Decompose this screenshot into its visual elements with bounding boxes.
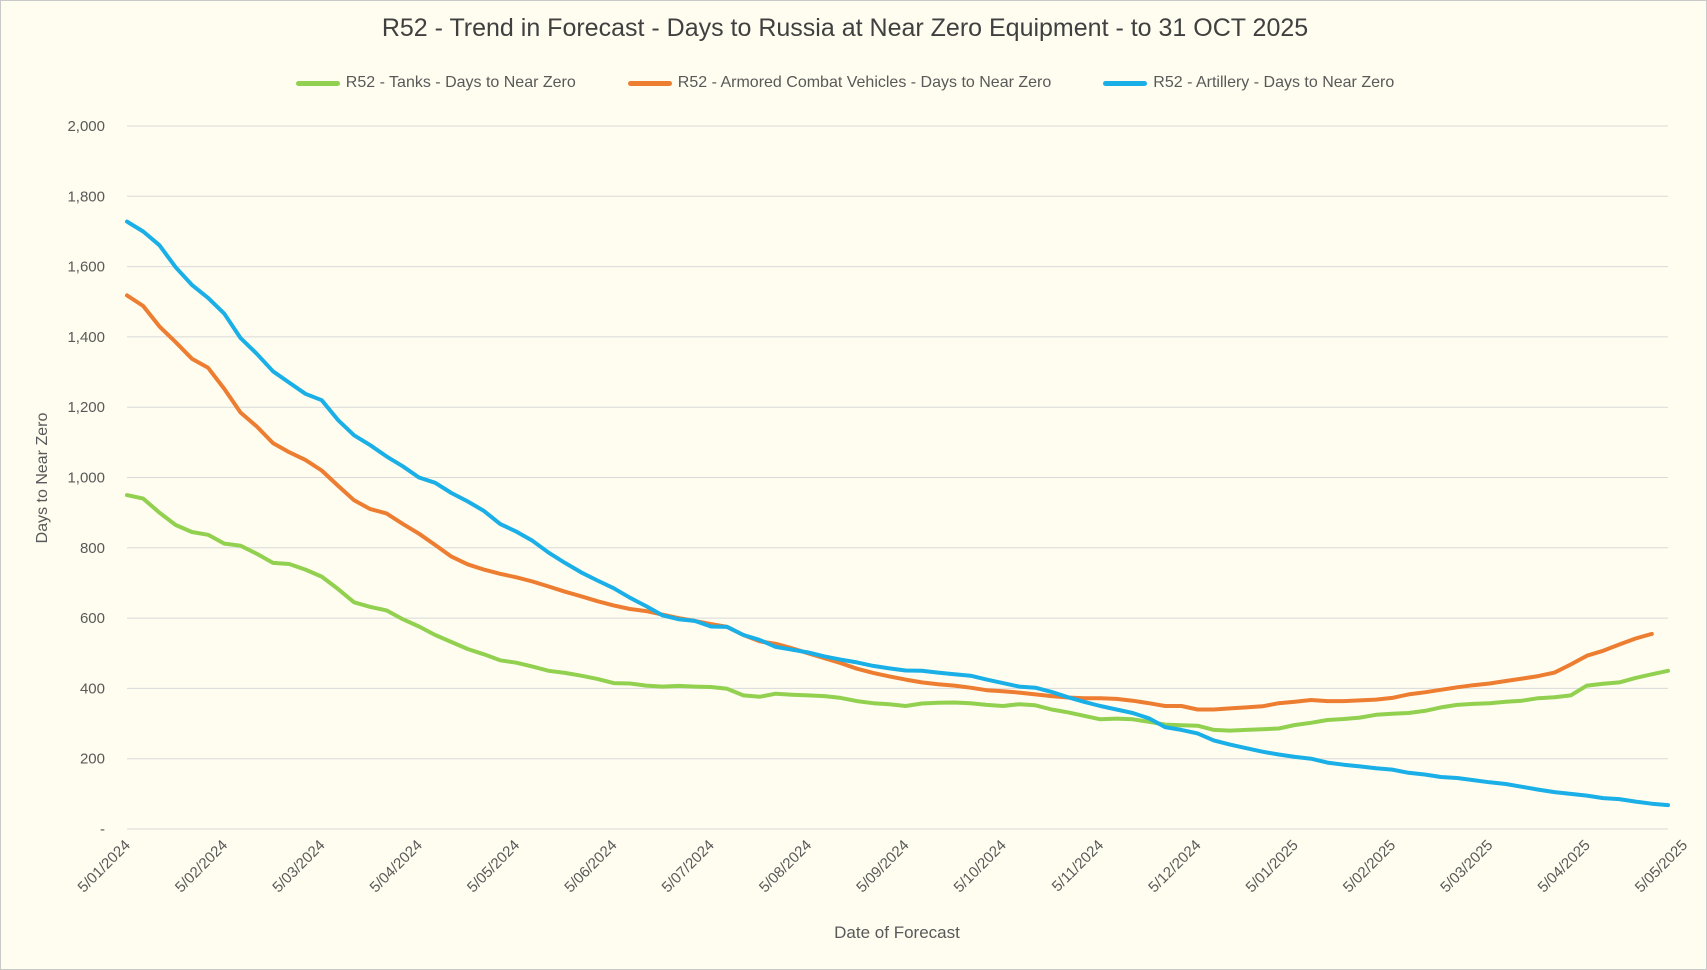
series-line-armored-combat-vehicles: [125, 293, 1654, 712]
chart-title: R52 - Trend in Forecast - Days to Russia…: [381, 14, 1309, 42]
series-line-tanks: [125, 493, 1670, 733]
legend-label-artillery: R52 - Artillery - Days to Near Zero: [1153, 74, 1395, 91]
y-tick-label: 1,600: [67, 259, 105, 276]
y-tick-label: -: [100, 821, 105, 838]
y-tick-label: 1,400: [67, 329, 105, 346]
x-tick-label: 5/05/2025: [1632, 837, 1691, 896]
x-tick-label: 5/07/2024: [659, 837, 718, 896]
x-tick-label: 5/03/2024: [269, 837, 328, 896]
legend-swatch-tanks: [295, 80, 340, 86]
y-tick-label: 600: [80, 610, 105, 627]
legend-label-armored-combat-vehicles: R52 - Armored Combat Vehicles - Days to …: [677, 74, 1052, 91]
legend-label-tanks: R52 - Tanks - Days to Near Zero: [345, 74, 576, 91]
legend-swatch-armored-combat-vehicles: [627, 80, 672, 86]
series-lines: [125, 219, 1670, 808]
y-tick-label: 1,200: [67, 399, 105, 416]
gridlines: [127, 125, 1668, 830]
legend-item-armored-combat-vehicles: R52 - Armored Combat Vehicles - Days to …: [627, 74, 1052, 92]
y-tick-label: 200: [80, 751, 105, 768]
legend-swatch-artillery: [1103, 80, 1148, 86]
x-tick-label: 5/02/2025: [1340, 837, 1399, 896]
x-tick-label: 5/04/2025: [1535, 837, 1594, 896]
x-tick-label: 5/05/2024: [464, 837, 523, 896]
y-tick-label: 1,000: [67, 470, 105, 487]
x-tick-label: 5/08/2024: [756, 837, 815, 896]
chart-legend: R52 - Tanks - Days to Near Zero R52 - Ar…: [0, 74, 1690, 92]
legend-item-tanks: R52 - Tanks - Days to Near Zero: [295, 74, 576, 92]
y-tick-label: 1,800: [67, 188, 105, 205]
y-axis-title: Days to Near Zero: [34, 413, 51, 544]
x-tick-label: 5/09/2024: [853, 837, 912, 896]
legend-item-artillery: R52 - Artillery - Days to Near Zero: [1103, 74, 1394, 92]
x-tick-label: 5/03/2025: [1437, 837, 1496, 896]
y-axis-ticks: - 200 400 600 800 1,000 1,200 1,400 1,600 1,800 2,…: [67, 118, 105, 838]
x-tick-label: 5/06/2024: [561, 837, 620, 896]
x-tick-label: 5/02/2024: [172, 837, 231, 896]
x-tick-label: 5/01/2024: [75, 837, 134, 896]
x-axis-title: Date of Forecast: [834, 923, 960, 942]
x-tick-label: 5/01/2025: [1243, 837, 1302, 896]
x-axis-ticks: 5/01/2024 5/02/2024 5/03/2024 5/04/2024 5/05…: [75, 837, 1691, 896]
x-tick-label: 5/12/2024: [1145, 837, 1204, 896]
x-tick-label: 5/10/2024: [951, 837, 1010, 896]
x-tick-label: 5/11/2024: [1049, 837, 1107, 895]
y-tick-label: 400: [80, 680, 105, 697]
y-tick-label: 800: [80, 540, 105, 557]
y-tick-label: 2,000: [67, 118, 105, 135]
series-line-artillery: [125, 219, 1670, 808]
x-tick-label: 5/04/2024: [367, 837, 426, 896]
